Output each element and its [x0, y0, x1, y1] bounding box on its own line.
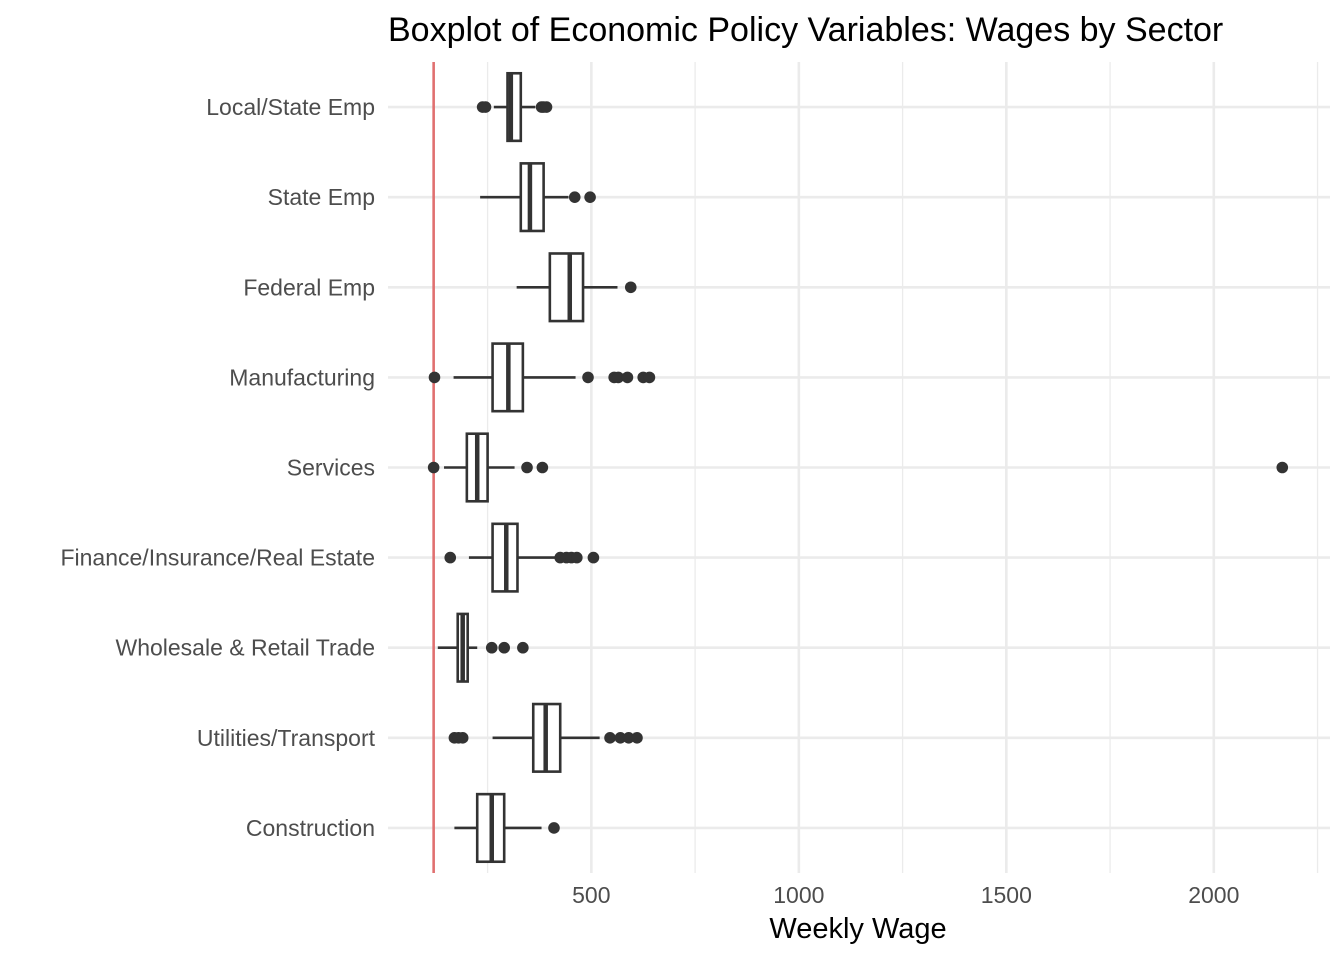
outlier-point [517, 641, 529, 654]
y-category-label: Manufacturing [229, 364, 375, 390]
label-layer: 500 1000 1500 2000 Local/State Emp State Emp F… [60, 94, 1239, 908]
x-axis-title: Weekly Wage [769, 913, 946, 945]
outlier-point [479, 101, 492, 113]
outlier-point [614, 732, 627, 744]
x-tick-label: 2000 [1188, 882, 1239, 908]
box-group [428, 342, 656, 413]
outlier-point [587, 551, 600, 564]
outlier-point [584, 191, 596, 203]
outlier-point [624, 281, 637, 294]
y-category-label: Services [287, 455, 375, 481]
y-category-label: Local/State Emp [206, 94, 375, 120]
outlier-point [568, 191, 581, 203]
outlier-point [485, 641, 498, 654]
outlier-point [498, 641, 510, 654]
box-iqr [548, 252, 585, 323]
box-group [480, 162, 596, 233]
y-category-label: State Emp [268, 184, 375, 210]
outlier-point [643, 371, 656, 384]
y-category-label: Wholesale & Retail Trade [115, 635, 375, 661]
box-layer [427, 71, 1289, 864]
outlier-point [621, 371, 634, 384]
outlier-point [604, 732, 616, 744]
outlier-point [622, 732, 635, 744]
outlier-point [444, 551, 457, 564]
y-category-label: Federal Emp [243, 274, 375, 300]
outlier-point [536, 461, 549, 474]
x-tick-label: 1500 [981, 882, 1032, 908]
box-group [454, 792, 560, 864]
outlier-point [548, 822, 560, 834]
outlier-point [612, 371, 625, 384]
box-group [476, 71, 553, 143]
box-group [444, 522, 600, 593]
box-iqr [519, 162, 545, 233]
outlier-point [456, 732, 469, 744]
outlier-point [540, 101, 553, 113]
outlier-point [427, 461, 440, 474]
box-group [516, 252, 637, 323]
outlier-point [1276, 461, 1289, 474]
y-category-label: Utilities/Transport [197, 725, 376, 751]
outlier-point [521, 461, 533, 474]
x-tick-label: 1000 [773, 882, 824, 908]
y-category-label: Construction [246, 815, 375, 841]
box-group [437, 612, 529, 683]
y-category-label: Finance/Insurance/Real Estate [60, 545, 375, 571]
outlier-point [631, 732, 643, 744]
box-group [427, 432, 1289, 503]
outlier-point [428, 371, 441, 384]
outlier-point [582, 371, 594, 384]
outlier-point [571, 551, 583, 564]
box-group [448, 702, 643, 773]
chart-title: Boxplot of Economic Policy Variables: Wa… [388, 11, 1223, 49]
x-tick-label: 500 [572, 882, 610, 908]
